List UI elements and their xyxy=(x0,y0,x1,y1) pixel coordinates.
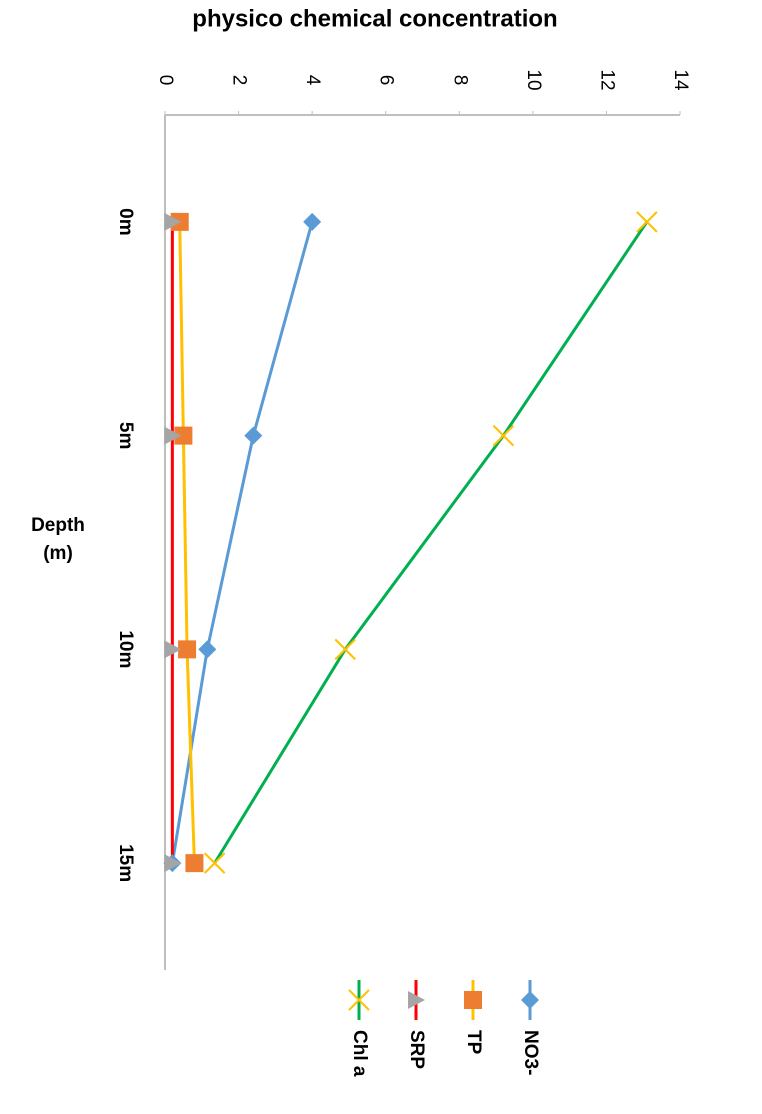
marker xyxy=(164,212,182,231)
chart-title: physico chemical concentration xyxy=(192,5,557,32)
x-tick-label: 0 xyxy=(155,75,176,86)
x-tick-label: 14 xyxy=(670,69,691,91)
y-tick-label: 15m xyxy=(115,844,136,882)
series-line xyxy=(213,221,649,864)
legend-label: NO3- xyxy=(520,1030,541,1075)
x-tick-label: 10 xyxy=(523,69,544,90)
marker xyxy=(178,640,197,659)
y-tick-label: 5m xyxy=(115,422,136,449)
marker xyxy=(636,211,658,233)
marker xyxy=(164,640,182,659)
axis-label: Depth (m) xyxy=(31,515,85,564)
y-tick-label: 10m xyxy=(115,630,136,668)
marker xyxy=(244,426,263,445)
marker xyxy=(492,424,515,447)
marker xyxy=(303,212,322,231)
series-line xyxy=(178,221,196,864)
marker xyxy=(348,989,370,1011)
x-tick-label: 8 xyxy=(449,75,470,86)
marker xyxy=(185,854,204,873)
x-tick-label: 2 xyxy=(229,75,250,86)
legend-label: SRP xyxy=(406,1030,427,1069)
marker xyxy=(164,426,182,445)
marker xyxy=(174,426,193,445)
marker xyxy=(408,991,425,1009)
x-tick-label: 12 xyxy=(596,69,617,90)
x-tick-label: 6 xyxy=(376,75,397,86)
y-tick-label: 0m xyxy=(115,208,136,235)
x-tick-label: 4 xyxy=(302,75,323,86)
legend-label: TP xyxy=(463,1030,484,1055)
marker xyxy=(464,991,482,1009)
marker xyxy=(334,638,356,661)
legend-label: Chl a xyxy=(349,1030,370,1077)
marker xyxy=(164,854,182,873)
marker xyxy=(521,991,539,1009)
series-line xyxy=(170,221,314,864)
marker xyxy=(203,852,226,874)
marker xyxy=(198,640,217,659)
